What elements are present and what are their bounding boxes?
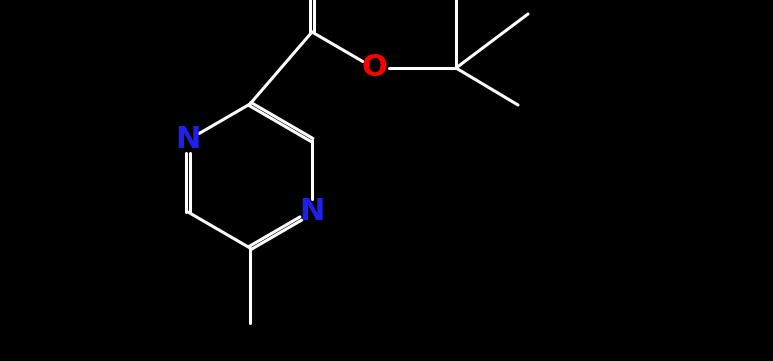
Text: N: N bbox=[299, 197, 325, 226]
Text: O: O bbox=[361, 53, 387, 83]
Text: N: N bbox=[175, 126, 201, 155]
